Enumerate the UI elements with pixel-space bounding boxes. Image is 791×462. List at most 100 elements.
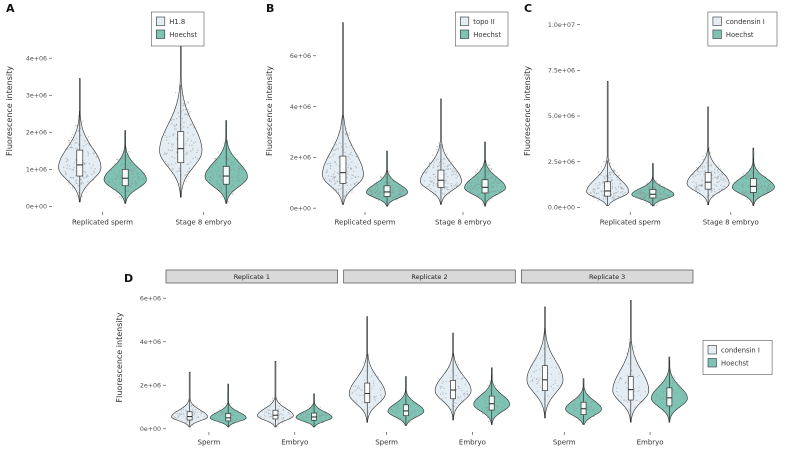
panel-label-d: D <box>124 272 134 285</box>
violin <box>209 383 247 428</box>
x-tick-label: Embryo <box>281 439 308 447</box>
legend: condensin I Hoechst <box>707 11 778 47</box>
legend-label: H1.8 <box>169 18 185 26</box>
box-plot <box>364 353 371 423</box>
legend-swatch <box>156 16 166 26</box>
legend-label: condensin I <box>726 18 765 26</box>
violin <box>731 147 775 206</box>
box-plot <box>186 399 193 427</box>
box-plot <box>222 139 230 204</box>
x-tick-label: Replicated sperm <box>334 219 395 227</box>
chart-svg-A: Fluorescence intensity 0e+00 1e+06 2e+06 3e+… <box>5 11 248 227</box>
violin <box>366 150 408 207</box>
box-plot <box>339 115 347 205</box>
violin <box>159 41 203 198</box>
y-tick-label: 6e+06 <box>140 295 161 302</box>
facet-strip-label: Replicate 2 <box>411 273 447 281</box>
legend-swatch <box>712 29 722 39</box>
y-tick-label: 2e+06 <box>26 130 47 137</box>
box-plot <box>383 169 391 207</box>
y-tick-label: 7.5e+06 <box>548 68 575 75</box>
facet-strip: Replicate 1 <box>165 269 339 284</box>
violin <box>348 316 386 423</box>
violin-chart-c: Fluorescence intensity 0.0e+00 2.5e+06 5.0e… <box>520 2 789 242</box>
violin <box>631 163 675 207</box>
y-tick-label: 0e+00 <box>290 205 311 212</box>
y-tick-label: 0.0e+00 <box>548 205 575 212</box>
jitter-points <box>212 402 244 426</box>
y-tick-label: 3e+06 <box>26 92 47 99</box>
y-tick-label: 0e+00 <box>140 426 161 433</box>
panel-label-c: C <box>524 2 533 15</box>
box-plot <box>627 341 634 423</box>
violin <box>420 98 462 205</box>
y-tick-label: 1e+06 <box>26 167 47 174</box>
box-plot <box>704 148 712 205</box>
chart-svg-D: Fluorescence intensity 0e+00 2e+06 4e+06 6e+… <box>115 269 773 447</box>
violin <box>612 300 650 423</box>
y-axis-ticks: 0e+00 1e+06 2e+06 3e+06 4e+06 <box>26 55 52 211</box>
legend-swatch <box>156 29 166 39</box>
violin-chart-a: Fluorescence intensity 0e+00 1e+06 2e+06 3e+… <box>2 2 262 242</box>
box-plot <box>76 111 84 202</box>
box-plot <box>488 375 495 425</box>
box-plot <box>272 397 279 427</box>
violin <box>473 367 511 425</box>
violin <box>257 361 294 428</box>
facet-strip: Replicate 2 <box>343 269 516 284</box>
x-tick-label: Sperm <box>553 439 576 447</box>
legend-label: topo II <box>473 18 494 26</box>
box-plot <box>750 157 757 206</box>
panel-label-a: A <box>6 2 15 15</box>
violin <box>204 120 248 204</box>
y-axis-label: Fluorescence intensity <box>523 66 532 156</box>
violin <box>171 371 208 428</box>
legend-swatch <box>460 29 470 39</box>
x-tick-label: Stage 8 embryo <box>435 219 491 227</box>
y-axis-ticks: 0.0e+00 2.5e+06 5.0e+06 7.5e+06 1.0e+07 <box>548 22 580 212</box>
panel-label-b: B <box>266 2 275 15</box>
jitter-points <box>439 346 469 410</box>
violin-chart-b: Fluorescence intensity 0e+00 2e+06 4e+06 6e+… <box>262 2 520 242</box>
y-tick-label: 2e+06 <box>140 382 161 389</box>
box-plot <box>481 159 489 207</box>
y-tick-label: 4e+06 <box>290 104 311 111</box>
x-tick-label: Replicated sperm <box>72 219 133 227</box>
violin <box>526 306 564 419</box>
x-tick-label: Replicated sperm <box>600 219 661 227</box>
panel-b: B Fluorescence intensity 0e+00 2e+06 4e+06 6… <box>262 2 520 242</box>
violin <box>322 22 364 205</box>
violin-chart-d: Fluorescence intensity 0e+00 2e+06 4e+06 6e+… <box>110 266 785 458</box>
box-plot <box>437 144 445 205</box>
violin <box>434 332 472 421</box>
y-axis-ticks: 0e+00 2e+06 4e+06 6e+06 <box>290 53 316 212</box>
box-plot <box>450 353 456 421</box>
violin <box>295 393 333 428</box>
chart-svg-B: Fluorescence intensity 0e+00 2e+06 4e+06 6e+… <box>265 11 509 227</box>
violin <box>464 141 506 207</box>
y-axis-ticks: 0e+00 2e+06 4e+06 6e+06 <box>140 295 166 433</box>
violin <box>686 106 730 205</box>
facet-strip-label: Replicate 3 <box>589 273 625 281</box>
violin <box>651 356 688 423</box>
box-plot <box>542 328 548 418</box>
legend-label: Hoechst <box>473 31 501 39</box>
box-plot <box>225 402 232 427</box>
legend-label: Hoechst <box>721 360 749 368</box>
legend-label: Hoechst <box>726 31 754 39</box>
legend-label: Hoechst <box>169 31 197 39</box>
box-plot <box>121 144 129 204</box>
legend-swatch <box>707 345 717 355</box>
box-plot <box>403 388 409 426</box>
violin-shape <box>586 81 630 206</box>
y-axis-label: Fluorescence intensity <box>265 66 274 156</box>
jitter-points <box>325 117 359 199</box>
box-plot <box>649 176 657 206</box>
box-plot <box>666 360 673 423</box>
panel-c: C Fluorescence intensity 0.0e+00 2.5e+06 5.… <box>520 2 789 242</box>
violin <box>103 130 147 204</box>
y-tick-label: 6e+06 <box>290 53 311 60</box>
y-tick-label: 2.5e+06 <box>548 159 575 166</box>
jitter-points <box>467 164 503 205</box>
